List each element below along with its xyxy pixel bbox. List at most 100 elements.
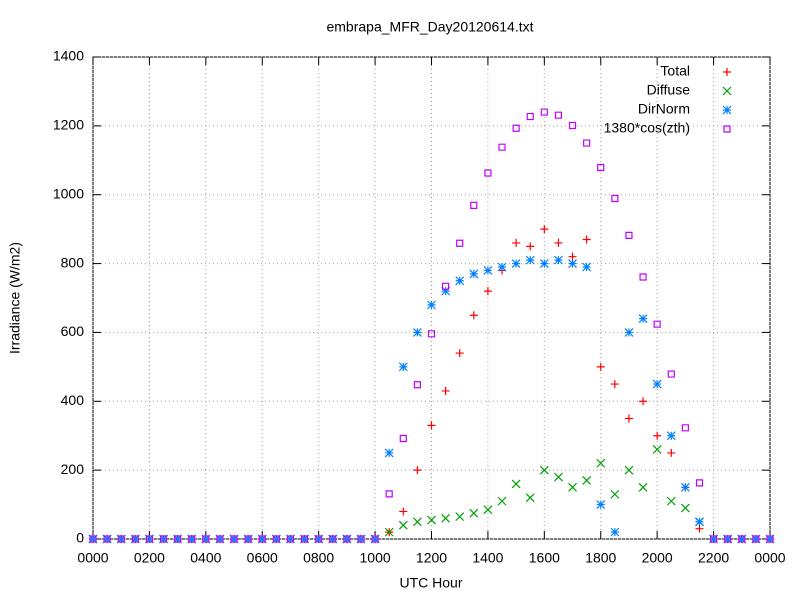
data-point (653, 320, 661, 328)
y-tick-label: 800 (61, 254, 85, 270)
data-point (681, 424, 689, 432)
data-point (187, 534, 197, 544)
data-point (737, 534, 747, 544)
data-point (399, 507, 408, 516)
y-tick-label: 600 (61, 323, 85, 339)
data-point (469, 311, 478, 320)
data-point (131, 535, 139, 543)
x-tick-label: 1200 (416, 550, 447, 566)
x-tick-label: 2200 (698, 550, 729, 566)
legend-marker (722, 105, 732, 115)
data-point (244, 535, 252, 543)
data-point (596, 458, 606, 468)
data-point (525, 255, 535, 265)
data-point (639, 397, 648, 406)
data-point (610, 380, 619, 389)
data-point (680, 482, 690, 492)
data-point (610, 489, 620, 499)
data-point (653, 431, 662, 440)
data-point (470, 201, 478, 209)
data-point (724, 535, 732, 543)
data-point (130, 534, 140, 544)
data-point (102, 534, 112, 544)
data-point (583, 139, 591, 147)
data-point (526, 112, 534, 121)
data-point (455, 276, 465, 286)
data-point (243, 534, 253, 544)
data-point (342, 534, 352, 544)
data-point (483, 505, 493, 515)
data-point (469, 508, 479, 518)
data-point (329, 535, 337, 543)
data-point (639, 273, 647, 281)
x-tick-label: 1600 (529, 550, 560, 566)
legend-label: 1380*cos(zth) (604, 120, 690, 136)
data-point (230, 535, 238, 543)
x-tick-label: 0200 (134, 550, 165, 566)
x-tick-label: 0000 (754, 550, 785, 566)
data-point (412, 328, 422, 337)
y-tick-label: 1400 (53, 48, 84, 64)
data-point (652, 379, 662, 389)
data-point (766, 535, 774, 543)
data-point (145, 535, 154, 543)
data-point (512, 238, 521, 247)
data-point (215, 534, 225, 544)
legend-label: DirNorm (638, 101, 690, 117)
legend-marker (723, 68, 731, 76)
data-point (357, 535, 365, 543)
data-point (568, 482, 577, 492)
data-point (666, 431, 676, 441)
data-point (497, 496, 507, 506)
data-point (554, 255, 563, 265)
data-point (695, 524, 704, 533)
data-point (413, 381, 421, 389)
data-point (300, 535, 309, 543)
data-point (568, 259, 577, 268)
data-point (300, 534, 309, 544)
data-point (88, 534, 98, 544)
data-point (695, 517, 704, 527)
data-point (554, 238, 563, 247)
data-point (398, 520, 408, 530)
legend-label: Diffuse (647, 82, 691, 98)
data-point (412, 517, 422, 527)
data-point (257, 534, 267, 544)
data-point (398, 362, 408, 372)
x-tick-label: 2000 (642, 550, 673, 566)
data-point (539, 259, 549, 268)
data-point (667, 448, 676, 457)
data-point (652, 445, 662, 454)
data-point (286, 534, 295, 544)
data-point (568, 252, 577, 261)
data-point (370, 534, 380, 544)
data-point (709, 535, 718, 543)
data-point (596, 500, 606, 509)
data-point (455, 349, 464, 358)
data-point (624, 465, 634, 475)
data-point (441, 513, 451, 523)
data-point (173, 534, 183, 544)
data-point (554, 472, 563, 482)
data-point (709, 534, 719, 544)
data-point (442, 282, 450, 290)
data-point (512, 124, 520, 132)
data-point (610, 527, 620, 537)
data-point (159, 535, 168, 543)
data-point (525, 493, 535, 503)
data-point (229, 534, 239, 544)
data-point (511, 259, 521, 268)
data-point (384, 527, 394, 537)
legend-marker (723, 125, 731, 133)
data-point (582, 262, 592, 272)
data-point (441, 386, 450, 395)
data-point (597, 163, 605, 172)
data-point (89, 535, 97, 543)
data-point (752, 535, 760, 543)
data-point (371, 535, 379, 543)
data-point (272, 535, 280, 543)
data-point (328, 534, 338, 544)
data-point (638, 482, 648, 492)
x-tick-label: 0000 (77, 550, 108, 566)
x-tick-label: 1800 (585, 550, 616, 566)
